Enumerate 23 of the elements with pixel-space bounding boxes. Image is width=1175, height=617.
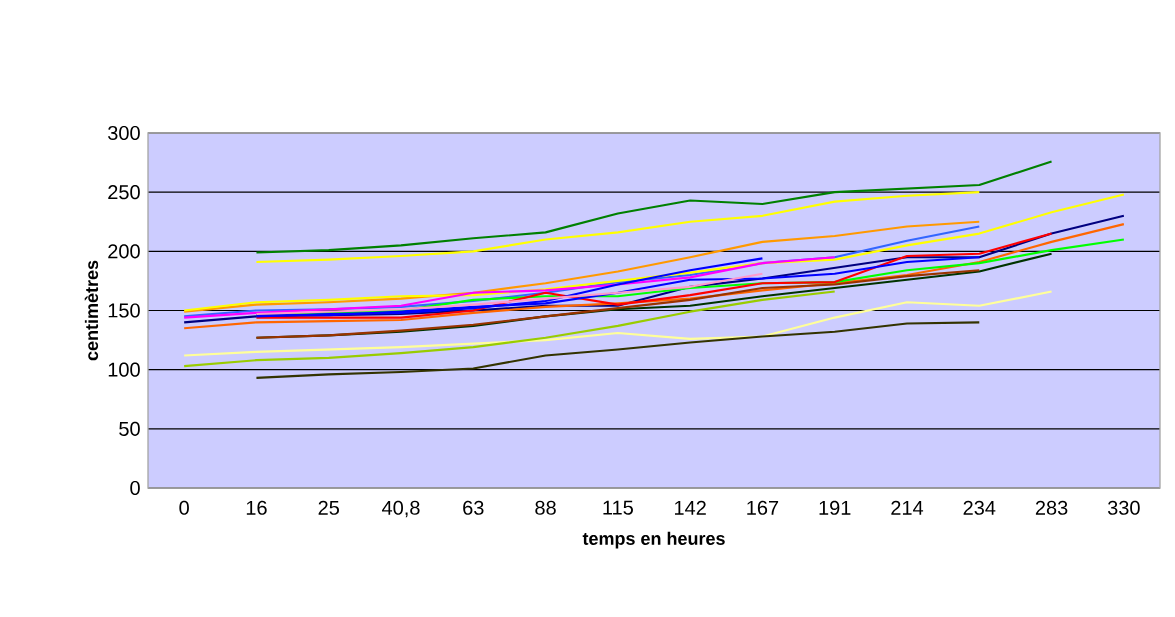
x-tick-label: 234: [963, 500, 996, 515]
y-tick-label: 50: [119, 421, 140, 436]
x-tick-label: 283: [1035, 500, 1068, 515]
y-tick-label: 0: [130, 480, 140, 496]
x-tick-label: 0: [179, 500, 189, 515]
y-tick-label: 150: [108, 303, 140, 318]
x-tick-label: 88: [535, 500, 556, 515]
y-axis-title: centimètres: [84, 260, 99, 361]
y-tick-label: 250: [108, 185, 140, 200]
y-tick-label: 100: [108, 362, 140, 377]
x-tick-label: 191: [819, 500, 851, 515]
x-tick-label: 214: [891, 500, 924, 515]
y-tick-label: 200: [108, 244, 140, 259]
x-tick-label: 40,8: [382, 500, 420, 518]
y-tick-label: 300: [108, 125, 140, 141]
x-tick-label: 115: [603, 500, 633, 515]
x-tick-label: 63: [463, 500, 484, 515]
x-tick-label: 142: [674, 500, 706, 515]
x-tick-label: 330: [1107, 500, 1140, 515]
x-axis-title: temps en heures: [582, 531, 725, 549]
x-tick-label: 16: [246, 500, 267, 515]
x-tick-label: 167: [747, 500, 779, 515]
x-tick-label: 25: [318, 500, 340, 515]
